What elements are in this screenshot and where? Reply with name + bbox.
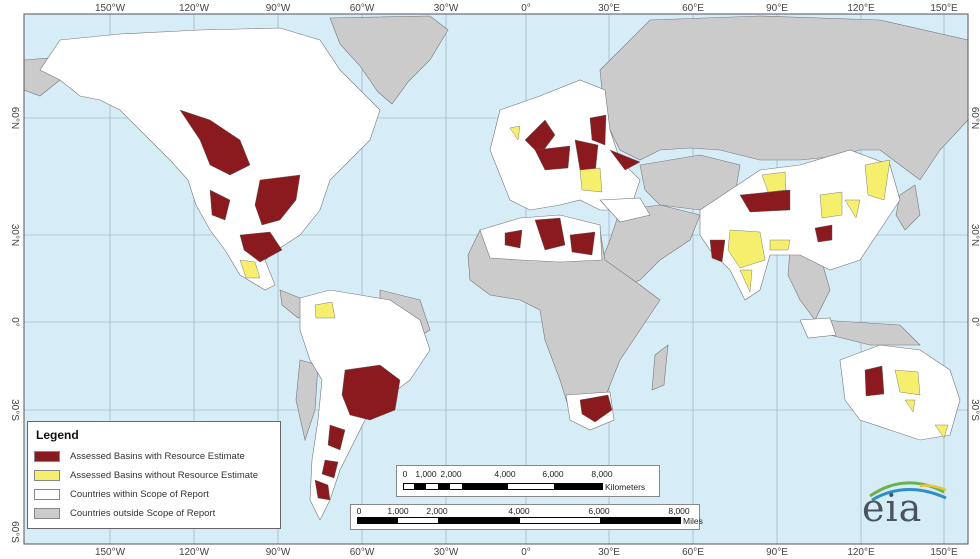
lon-label: 60°W — [350, 3, 375, 14]
lon-label: 150°W — [95, 547, 126, 558]
scale-tick: 6,000 — [588, 506, 610, 516]
scale-track — [403, 483, 603, 490]
scale-tick: 6,000 — [542, 469, 564, 479]
lon-label: 150°E — [930, 3, 958, 14]
lon-label: 60°W — [350, 547, 375, 558]
lon-label: 90°W — [266, 547, 291, 558]
longitude-labels-bottom: 150°W 120°W 90°W 60°W 30°W 0° 30°E 60°E … — [95, 547, 958, 558]
lon-label: 30°W — [434, 547, 459, 558]
eia-logo-text: eia — [862, 486, 923, 530]
legend-label: Countries within Scope of Report — [70, 488, 209, 500]
eia-logo-swoosh — [869, 481, 947, 502]
scale-unit: Miles — [683, 516, 703, 526]
legend-item-with-estimate: Assessed Basins with Resource Estimate — [34, 449, 245, 463]
scale-tick: 1,000 — [415, 469, 437, 479]
legend-label: Assessed Basins with Resource Estimate — [70, 450, 245, 462]
scale-tick: 4,000 — [494, 469, 516, 479]
basins-without-estimate — [239, 125, 949, 439]
out-of-scope-countries — [23, 15, 969, 442]
scale-tick: 1,000 — [387, 506, 409, 516]
lon-label: 120°W — [179, 3, 210, 14]
lat-label: 60°S — [9, 521, 20, 543]
scale-tick: 8,000 — [668, 506, 690, 516]
latitude-labels-left: 60°N 30°N 0° 30°S 60°S — [9, 107, 20, 543]
legend: Legend Assessed Basins with Resource Est… — [27, 421, 281, 529]
lon-label: 120°W — [179, 547, 210, 558]
lon-label: 60°E — [682, 3, 704, 14]
eia-logo: eia — [860, 478, 950, 530]
map-border — [23, 13, 969, 545]
scale-bar-miles: 0 1,000 2,000 4,000 6,000 8,000 Miles — [350, 504, 703, 530]
latitude-labels-right: 60°N 30°N 0° 30°S — [969, 107, 980, 421]
lon-label: 120°E — [847, 547, 875, 558]
scale-bar-kilometers: 0 1,000 2,000 4,000 6,000 8,000 Kilomete… — [396, 465, 660, 497]
lon-label: 150°W — [95, 3, 126, 14]
lon-label: 30°W — [434, 3, 459, 14]
lat-label: 60°N — [969, 107, 980, 129]
lon-label: 30°E — [598, 547, 620, 558]
lon-label: 60°E — [682, 547, 704, 558]
scale-tick: 0 — [356, 506, 362, 516]
legend-title: Legend — [36, 428, 79, 442]
lon-label: 90°E — [766, 547, 788, 558]
scale-tick: 2,000 — [426, 506, 448, 516]
legend-swatch — [34, 469, 60, 481]
lat-label: 0° — [9, 317, 20, 327]
basins-with-estimate — [179, 109, 885, 501]
legend-swatch — [34, 488, 60, 500]
lat-label: 30°S — [9, 399, 20, 421]
lon-label: 30°E — [598, 3, 620, 14]
lon-label: 120°E — [847, 3, 875, 14]
lat-label: 30°N — [969, 224, 980, 246]
legend-swatch — [34, 450, 60, 462]
scale-unit: Kilometers — [605, 482, 646, 492]
scale-tick: 2,000 — [440, 469, 462, 479]
lat-label: 30°S — [969, 399, 980, 421]
lon-label: 150°E — [930, 547, 958, 558]
legend-label: Assessed Basins without Resource Estimat… — [70, 469, 258, 481]
longitude-labels-top: 150°W 120°W 90°W 60°W 30°W 0° 30°E 60°E … — [95, 3, 958, 14]
scale-tick: 4,000 — [508, 506, 530, 516]
lon-label: 0° — [521, 3, 531, 14]
legend-item-out-of-scope: Countries outside Scope of Report — [34, 506, 215, 520]
scale-tick: 0 — [402, 469, 408, 479]
legend-label: Countries outside Scope of Report — [70, 507, 216, 519]
legend-swatch — [34, 507, 60, 519]
lat-label: 60°N — [9, 107, 20, 129]
scale-track — [357, 517, 681, 524]
lon-label: 90°E — [766, 3, 788, 14]
lat-label: 30°N — [9, 224, 20, 246]
lat-label: 0° — [969, 317, 980, 327]
lon-label: 90°W — [266, 3, 291, 14]
legend-item-in-scope: Countries within Scope of Report — [34, 487, 209, 501]
legend-item-without-estimate: Assessed Basins without Resource Estimat… — [34, 468, 258, 482]
lon-label: 0° — [521, 547, 531, 558]
scale-tick: 8,000 — [591, 469, 613, 479]
